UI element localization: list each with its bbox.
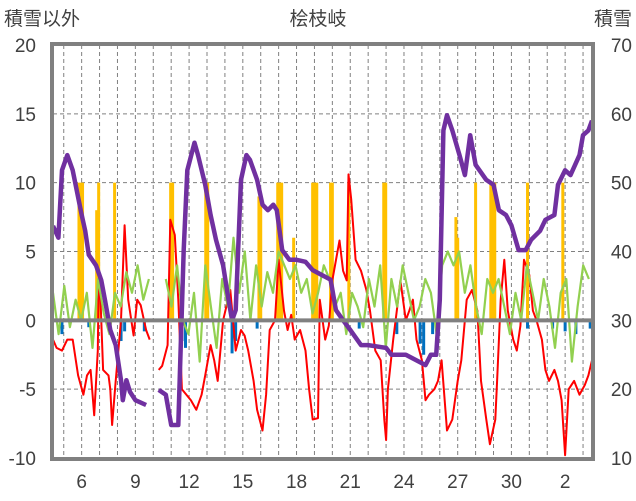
blue_bars-bar	[422, 320, 426, 355]
orange_bars-bar	[315, 182, 319, 321]
orange_bars-bar	[329, 182, 333, 321]
orange_bars-bar	[77, 182, 81, 321]
orange_bars-bar	[382, 182, 386, 321]
orange_bars-bar	[493, 182, 497, 321]
orange_bars-bar	[474, 182, 478, 321]
blue_bars-bar	[357, 320, 361, 329]
green_series-line	[51, 236, 590, 363]
x-tick-label: 24	[393, 472, 415, 493]
x-tick-label: 27	[447, 472, 468, 493]
blue_bars-bar	[123, 320, 127, 332]
orange_bars-bar	[489, 182, 493, 321]
blue_bars-bar	[230, 320, 234, 354]
orange_bars-bar	[81, 182, 85, 321]
left-tick-label: -10	[9, 449, 36, 470]
orange_bars-bar	[113, 182, 117, 321]
blue_bars-bar	[234, 320, 238, 341]
orange_bars-bar	[292, 237, 296, 321]
orange_bars-bar	[79, 182, 83, 321]
orange_bars-bar	[454, 217, 458, 321]
chart-title: 桧枝岐	[289, 8, 346, 30]
orange_bars-bar	[206, 182, 210, 321]
blue_bars-bar	[87, 320, 91, 328]
orange_bars-bar	[311, 182, 315, 321]
left-tick-label: 20	[15, 36, 36, 57]
right-tick-label: 50	[611, 174, 632, 195]
blue_bars-bar	[60, 320, 64, 335]
left-tick-label: 0	[25, 311, 36, 332]
x-tick-label: 2	[560, 472, 571, 493]
snow_depth-line	[50, 112, 595, 428]
orange_bars-bar	[259, 196, 263, 321]
blue_bars-bar	[255, 320, 259, 329]
left-tick-label: 10	[15, 174, 36, 195]
blue_bars-bar	[395, 320, 399, 335]
right-tick-label: 30	[611, 311, 632, 332]
orange_bars-bar	[561, 182, 565, 321]
blue_bars-bar	[431, 320, 435, 335]
x-tick-label: 9	[130, 472, 141, 493]
x-tick-label: 30	[501, 472, 522, 493]
orange_bars-bar	[330, 182, 334, 321]
x-tick-label: 12	[179, 472, 200, 493]
blue_bars-bar	[184, 320, 188, 348]
blue_bars-bar	[563, 320, 567, 332]
plot-frame	[50, 42, 595, 461]
x-tick-label: 18	[286, 472, 307, 493]
x-tick-label: 21	[340, 472, 361, 493]
right-tick-label: 20	[611, 380, 632, 401]
left-tick-label: -5	[19, 380, 36, 401]
right-tick-label: 60	[611, 105, 632, 126]
orange_bars-bar	[257, 196, 261, 321]
left-axis-title: 積雪以外	[4, 8, 80, 30]
left-tick-label: 15	[15, 105, 36, 126]
orange_bars-bar	[169, 182, 173, 321]
orange_bars-bar	[171, 182, 175, 321]
right-tick-label: 70	[611, 36, 632, 57]
right-tick-label: 40	[611, 243, 632, 264]
left-tick-label: 5	[25, 243, 36, 264]
right-tick-label: 10	[611, 449, 632, 470]
orange_bars-bar	[347, 182, 351, 321]
blue_bars-bar	[526, 320, 530, 329]
right-axis-title: 積雪	[594, 8, 632, 30]
x-tick-label: 6	[76, 472, 87, 493]
tick-labels: -10 -5 0 5 10 15 20 10 20 30 40 50 60 70 6 9 12 15 18 21 24 2…	[9, 36, 632, 493]
orange_bars-bar	[491, 182, 495, 321]
orange_bars-bar	[384, 182, 388, 321]
orange_bars-bar	[204, 182, 208, 321]
blue_bars-bar	[588, 320, 592, 329]
series-lines	[50, 112, 595, 457]
x-tick-label: 15	[232, 472, 253, 493]
blue_bars-bar	[418, 320, 422, 344]
orange_bars-bar	[97, 182, 101, 321]
orange_bars-bar	[526, 182, 530, 321]
orange_bars-bar	[456, 237, 460, 321]
orange_bars-bar	[312, 182, 316, 321]
